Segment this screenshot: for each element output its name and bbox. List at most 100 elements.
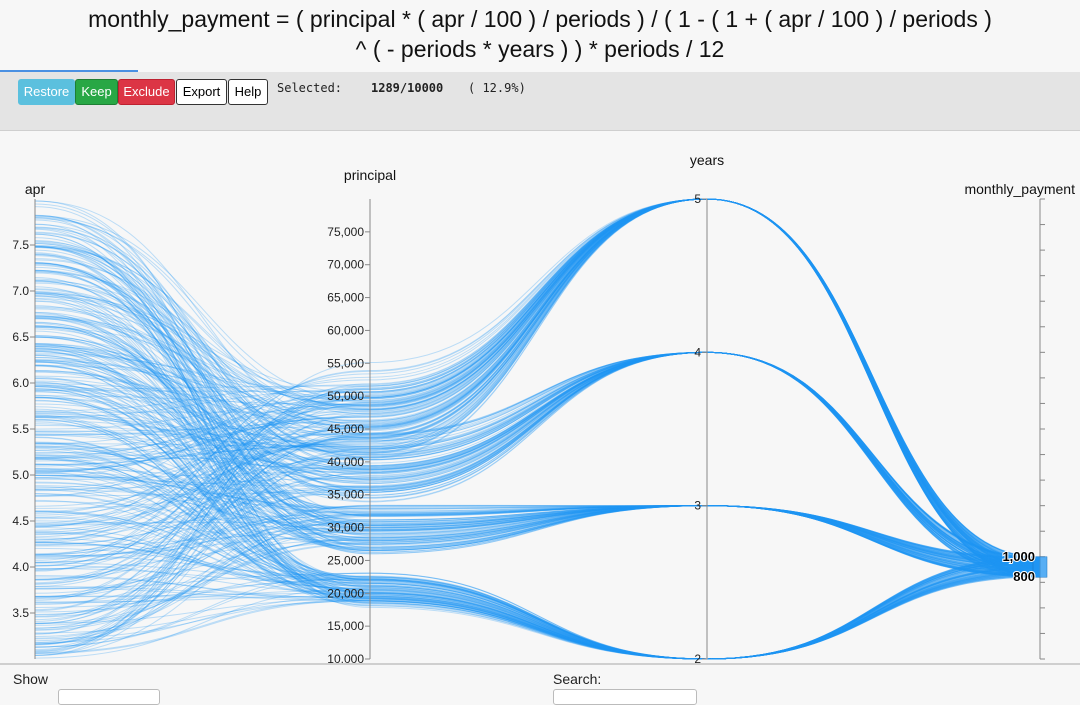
data-polyline	[34, 198, 1041, 575]
data-polyline	[34, 293, 1041, 560]
data-polyline	[34, 242, 1041, 566]
show-entries-select[interactable]	[58, 689, 160, 705]
data-polyline	[34, 198, 1041, 570]
data-polyline	[34, 556, 1041, 660]
export-button[interactable]: Export	[176, 79, 227, 105]
axis-title[interactable]: principal	[344, 167, 396, 183]
data-polyline	[34, 350, 1041, 660]
data-polyline	[34, 505, 1041, 618]
axis-years[interactable]: years 2 3 4 5	[690, 152, 724, 663]
data-polyline	[34, 351, 1041, 575]
data-polyline	[34, 457, 1041, 660]
data-polyline	[34, 468, 1041, 660]
data-polyline	[34, 493, 1041, 660]
data-polyline	[34, 505, 1041, 642]
data-polyline	[34, 351, 1041, 651]
data-polyline	[34, 198, 1041, 635]
data-polyline	[34, 272, 1041, 575]
data-polyline	[34, 252, 1041, 660]
data-polyline	[34, 281, 1041, 565]
search-input[interactable]	[553, 689, 697, 705]
data-polyline	[34, 441, 1041, 562]
data-polyline	[34, 351, 1041, 578]
data-polyline	[34, 198, 1041, 652]
data-polyline	[34, 198, 1041, 567]
data-polyline	[34, 454, 1041, 660]
data-polyline	[34, 198, 1041, 572]
brush-selection[interactable]	[1032, 556, 1048, 578]
axis-principal[interactable]: principal 10,000 15,000 20,000 25,000 30,000 3…	[327, 167, 396, 663]
data-polyline	[34, 351, 1041, 571]
data-polyline	[34, 198, 1041, 566]
data-polyline	[34, 198, 1041, 577]
data-polyline	[34, 198, 1041, 577]
data-polyline	[34, 351, 1041, 629]
data-polyline	[34, 198, 1041, 561]
data-polyline	[34, 198, 1041, 569]
data-polyline	[34, 537, 1041, 660]
axis-monthly-payment[interactable]: monthly_payment 800 1,000	[964, 181, 1075, 660]
data-polyline	[34, 198, 1041, 571]
data-polyline	[34, 198, 1041, 559]
data-polyline	[34, 313, 1041, 573]
data-polyline	[34, 351, 1041, 581]
data-polyline	[34, 269, 1041, 576]
data-polyline	[34, 559, 1041, 660]
data-polyline	[34, 262, 1041, 572]
data-polyline	[34, 485, 1041, 568]
data-polyline	[34, 198, 1041, 573]
axis-title[interactable]: years	[690, 152, 724, 168]
data-polyline	[34, 198, 1041, 565]
data-polyline	[34, 414, 1041, 660]
data-polyline	[34, 336, 1041, 578]
data-polyline	[34, 198, 1041, 572]
data-polyline	[34, 326, 1041, 565]
data-polyline	[34, 505, 1041, 629]
data-polyline	[34, 351, 1041, 568]
data-polyline	[34, 564, 1041, 660]
help-button[interactable]: Help	[228, 79, 268, 105]
selected-percent: ( 12.9%)	[468, 81, 526, 95]
data-polyline	[34, 198, 1041, 562]
data-polyline	[34, 361, 1041, 563]
data-polyline	[34, 198, 1041, 646]
data-polyline	[34, 446, 1041, 568]
data-polyline	[34, 556, 1041, 660]
tick-label: 5.5	[12, 422, 29, 436]
data-polyline	[34, 351, 1041, 559]
polyline-layer	[34, 198, 1041, 660]
data-polyline	[34, 198, 1041, 587]
parallel-coordinates-chart[interactable]: apr 3.5 4.0 4.5 5.0 5.5 6.0 6.5 7.0 7.5 principal 1…	[0, 131, 1080, 663]
data-polyline	[34, 325, 1041, 560]
axis-apr[interactable]: apr 3.5 4.0 4.5 5.0 5.5 6.0 6.5 7.0 7.5	[12, 181, 45, 659]
data-polyline	[34, 198, 1041, 564]
data-polyline	[34, 198, 1041, 575]
tick-label: 6.5	[12, 330, 29, 344]
data-polyline	[34, 280, 1041, 563]
data-polyline	[34, 198, 1041, 625]
data-polyline	[34, 443, 1041, 575]
data-polyline	[34, 246, 1041, 660]
data-polyline	[34, 384, 1041, 660]
axis-title[interactable]: apr	[25, 181, 46, 197]
data-polyline	[34, 198, 1041, 561]
data-polyline	[34, 198, 1041, 653]
restore-button[interactable]: Restore	[18, 79, 75, 105]
data-polyline	[34, 198, 1041, 563]
data-polyline	[34, 351, 1041, 559]
data-polyline	[34, 417, 1041, 660]
exclude-button[interactable]: Exclude	[118, 79, 175, 105]
data-polyline	[34, 325, 1041, 574]
axis-title[interactable]: monthly_payment	[964, 181, 1075, 197]
data-polyline	[34, 505, 1041, 626]
data-polyline	[34, 351, 1041, 572]
data-polyline	[34, 510, 1041, 660]
data-polyline	[34, 203, 1041, 558]
data-polyline	[34, 376, 1041, 660]
data-polyline	[34, 270, 1041, 576]
data-polyline	[34, 477, 1041, 660]
data-polyline	[34, 246, 1041, 559]
data-polyline	[34, 351, 1041, 565]
keep-button[interactable]: Keep	[75, 79, 118, 105]
data-polyline	[34, 198, 1041, 569]
